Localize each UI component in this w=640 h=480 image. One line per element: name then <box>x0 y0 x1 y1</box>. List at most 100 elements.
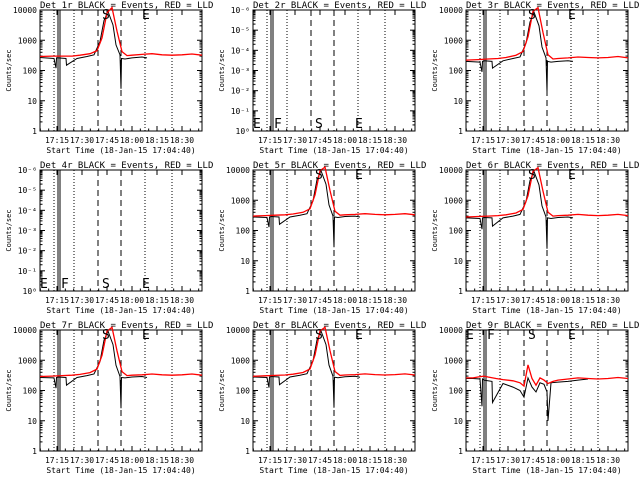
panel-7-xlabel: Start Time (18-Jan-15 17:04:40) <box>46 466 195 475</box>
panel-4-xtick-label: 17:45 <box>95 296 119 305</box>
panel-5-xtick-label: 17:15 <box>258 296 282 305</box>
panel-8-ytick-label: 1000 <box>231 356 250 365</box>
panel-9-marker: F <box>487 328 495 343</box>
panel-3-xtick-label: 17:30 <box>496 136 520 145</box>
panel-5-ytick-label: 1000 <box>231 196 250 205</box>
panel-1-xtick-label: 18:30 <box>170 136 194 145</box>
panel-4-ytick-label: 10⁻² <box>18 247 37 256</box>
panel-8-xtick-label: 18:00 <box>333 456 357 465</box>
panel-6-ytick-label: 10000 <box>439 166 463 175</box>
panel-6-series-lld <box>465 166 629 218</box>
panel-8-series-events <box>252 329 361 408</box>
panel-2-marker: S <box>315 117 323 132</box>
panel-2: Det 2r BLACK = Events, RED = LLD 10⁰ 10⁻¹ 1… <box>218 1 426 155</box>
panel-9-series-lld <box>466 364 629 388</box>
panel-8-ytick-label: 10000 <box>226 326 250 335</box>
panel-6-xtick-label: 17:30 <box>496 296 520 305</box>
panel-8-xtick-label: 18:15 <box>358 456 382 465</box>
panel-6-xtick-label: 18:00 <box>546 296 570 305</box>
panel-1-title: Det 1r BLACK = Events, RED = LLD <box>40 1 213 11</box>
panel-9-ytick-label: 1000 <box>444 356 463 365</box>
panel-1-ytick-label: 10 <box>27 97 37 106</box>
panel-4-xlabel: Start Time (18-Jan-15 17:04:40) <box>46 306 195 315</box>
panel-8-xtick-label: 18:30 <box>383 456 407 465</box>
panel-1-series-lld <box>39 6 203 58</box>
panel-9-ytick-label: 1 <box>458 447 463 456</box>
panel-9-xtick-label: 18:30 <box>596 456 620 465</box>
panel-1-xlabel: Start Time (18-Jan-15 17:04:40) <box>46 146 195 155</box>
panel-2-xtick-label: 17:30 <box>283 136 307 145</box>
panel-4-ytick-label: 10⁰ <box>23 287 37 296</box>
panel-1-ytick-label: 1 <box>32 127 37 136</box>
panel-8-ytick-label: 100 <box>236 387 251 396</box>
panel-9: Det 9r BLACK = Events, RED = LLD 1 10 100 10… <box>431 321 639 475</box>
panel-4-ytick-label: 10⁻⁴ <box>18 206 37 215</box>
panel-1-series-events <box>39 10 148 89</box>
panel-3-title: Det 3r BLACK = Events, RED = LLD <box>466 1 639 11</box>
panel-9-xtick-label: 17:45 <box>521 456 545 465</box>
panel-1: Det 1r BLACK = Events, RED = LLD 1 10 100 10… <box>5 1 213 155</box>
panel-9-xtick-label: 18:15 <box>571 456 595 465</box>
panel-7-title: Det 7r BLACK = Events, RED = LLD <box>40 321 213 331</box>
panel-1-ytick-label: 10000 <box>13 6 37 15</box>
panel-6-ylabel: Counts/sec <box>431 209 439 251</box>
panel-8-xtick-label: 17:30 <box>283 456 307 465</box>
panel-3-xtick-label: 17:15 <box>471 136 495 145</box>
panel-2-xtick-label: 18:15 <box>358 136 382 145</box>
panel-2-ytick-label: 10⁻³ <box>231 67 250 76</box>
panel-9-ylabel: Counts/sec <box>431 369 439 411</box>
panel-9-marker: E <box>568 328 576 343</box>
panel-2-ytick-label: 10⁻² <box>231 87 250 96</box>
panel-4: Det 4r BLACK = Events, RED = LLD 10⁰ 10⁻¹ 1… <box>5 161 213 315</box>
panel-1-xtick-label: 17:15 <box>45 136 69 145</box>
panel-3-marker: S <box>528 8 536 23</box>
panel-1-marker: S <box>102 8 110 23</box>
panel-9-ytick-label: 10000 <box>439 326 463 335</box>
panel-3-ylabel: Counts/sec <box>431 49 439 91</box>
panel-2-ylabel: Counts/sec <box>218 49 226 91</box>
panel-2-xlabel: Start Time (18-Jan-15 17:04:40) <box>259 146 408 155</box>
panel-6-marker: E <box>568 168 576 183</box>
panel-7-ytick-label: 1 <box>32 447 37 456</box>
panel-6-ytick-label: 1 <box>458 287 463 296</box>
panel-2-xtick-label: 17:45 <box>308 136 332 145</box>
panel-7-xtick-label: 18:15 <box>145 456 169 465</box>
panel-5-ytick-label: 10 <box>240 257 250 266</box>
panel-7-ytick-label: 1000 <box>18 356 37 365</box>
panel-7-marker: E <box>142 328 150 343</box>
panel-7-ytick-label: 10 <box>27 417 37 426</box>
panel-7-xtick-label: 17:45 <box>95 456 119 465</box>
panel-3-series-lld <box>465 6 629 61</box>
panel-6-xlabel: Start Time (18-Jan-15 17:04:40) <box>472 306 621 315</box>
panel-6-title: Det 6r BLACK = Events, RED = LLD <box>466 161 639 171</box>
panel-1-xtick-label: 17:30 <box>70 136 94 145</box>
panel-6-xtick-label: 18:15 <box>571 296 595 305</box>
panel-5-marker: E <box>355 168 363 183</box>
panel-3-xtick-label: 18:15 <box>571 136 595 145</box>
panel-1-marker: E <box>142 8 150 23</box>
panel-9-xtick-label: 17:15 <box>471 456 495 465</box>
panel-2-ytick-label: 10⁰ <box>236 127 250 136</box>
panel-5-ytick-label: 1 <box>245 287 250 296</box>
panel-5-xtick-label: 18:30 <box>383 296 407 305</box>
panel-5-series-events <box>252 169 361 248</box>
panel-2-xtick-label: 18:00 <box>333 136 357 145</box>
panel-3-xlabel: Start Time (18-Jan-15 17:04:40) <box>472 146 621 155</box>
panel-5: Det 5r BLACK = Events, RED = LLD 1 10 100 10… <box>218 161 426 315</box>
panel-2-ytick-label: 10⁻⁴ <box>231 46 250 55</box>
panel-1-ylabel: Counts/sec <box>5 49 13 91</box>
panel-1-ytick-label: 100 <box>23 67 38 76</box>
panel-3-marker: E <box>568 8 576 23</box>
panel-4-xtick-label: 17:15 <box>45 296 69 305</box>
panel-2-xtick-label: 18:30 <box>383 136 407 145</box>
panel-4-ytick-label: 10⁻⁶ <box>18 166 37 175</box>
panel-4-ytick-label: 10⁻⁵ <box>18 186 37 195</box>
panel-5-xtick-label: 18:15 <box>358 296 382 305</box>
panel-4-ytick-label: 10⁻³ <box>18 227 37 236</box>
panel-1-ytick-label: 1000 <box>18 36 37 45</box>
panel-3-ytick-label: 10000 <box>439 6 463 15</box>
panel-7-ytick-label: 100 <box>23 387 38 396</box>
panel-8-title: Det 8r BLACK = Events, RED = LLD <box>253 321 426 331</box>
panel-9-xtick-label: 17:30 <box>496 456 520 465</box>
